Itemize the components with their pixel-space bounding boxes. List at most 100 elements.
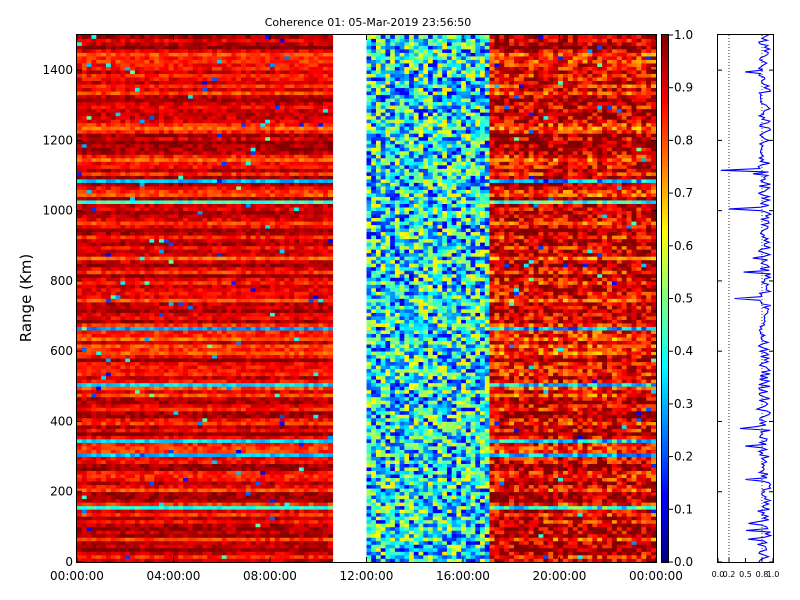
heatmap-cell (134, 396, 141, 401)
heatmap-cell (134, 217, 141, 222)
heatmap-cell (149, 358, 155, 363)
heatmap-cell (202, 193, 208, 197)
heatmap-cell (212, 337, 218, 342)
heatmap-cell (77, 347, 83, 352)
heatmap-cell (125, 179, 131, 183)
heatmap-cell (139, 484, 145, 489)
heatmap-cell (120, 414, 126, 419)
heatmap-cell (110, 389, 116, 394)
heatmap-cell (207, 87, 213, 92)
heatmap-cell (231, 442, 237, 447)
heatmap-cell (120, 245, 126, 250)
heatmap-cell (192, 66, 198, 71)
heatmap-cell (168, 157, 174, 162)
heatmap-cell (110, 294, 116, 299)
heatmap-cell (159, 467, 165, 471)
heatmap-cell (130, 435, 136, 440)
heatmap-cell (144, 98, 150, 103)
heatmap-cell (144, 77, 150, 82)
heatmap-cell (202, 270, 208, 275)
heatmap-cell (149, 154, 155, 159)
heatmap-cell (105, 108, 112, 113)
heatmap-cell (192, 424, 198, 429)
heatmap-cell (183, 305, 189, 310)
heatmap-cell (187, 544, 194, 549)
heatmap-cell (144, 502, 150, 507)
heatmap-cell (207, 164, 213, 169)
heatmap-cell (212, 439, 218, 443)
heatmap-cell (187, 439, 194, 443)
heatmap-cell (221, 280, 227, 285)
heatmap-cell (149, 400, 155, 405)
heatmap-cell (134, 143, 141, 148)
heatmap-cell (125, 193, 131, 197)
heatmap-cell (168, 372, 174, 377)
heatmap-cell (202, 52, 208, 57)
heatmap-cell (197, 505, 203, 510)
heatmap-cell (125, 421, 131, 426)
heatmap-cell (115, 456, 121, 461)
heatmap-cell (173, 42, 179, 46)
heatmap-cell (81, 115, 88, 120)
heatmap-cell (178, 277, 184, 282)
heatmap-cell (192, 396, 198, 401)
heatmap-cell (221, 87, 227, 92)
heatmap-cell (86, 217, 92, 222)
heatmap-cell (183, 186, 189, 190)
heatmap-cell (96, 157, 102, 162)
heatmap-cell (202, 453, 208, 457)
heatmap-cell (115, 389, 121, 394)
heatmap-cell (187, 474, 194, 479)
heatmap-cell (120, 382, 126, 387)
heatmap-cell (139, 509, 145, 514)
heatmap-cell (231, 446, 237, 450)
heatmap-cell (226, 179, 232, 183)
heatmap-cell (159, 140, 165, 145)
heatmap-cell (96, 309, 102, 313)
heatmap-cell (134, 221, 141, 226)
heatmap-cell (183, 228, 189, 233)
heatmap-cell (231, 150, 237, 155)
heatmap-cell (159, 238, 165, 243)
heatmap-cell (139, 207, 145, 212)
heatmap-cell (91, 442, 97, 447)
heatmap-cell (77, 210, 83, 215)
heatmap-cell (183, 474, 189, 479)
heatmap-cell (163, 150, 170, 155)
heatmap-cell (173, 505, 179, 510)
heatmap-cell (226, 108, 232, 113)
heatmap-cell (120, 372, 126, 377)
heatmap-cell (139, 270, 145, 275)
heatmap-cell (125, 365, 131, 370)
heatmap-cell (134, 101, 141, 106)
heatmap-cell (144, 277, 150, 282)
heatmap-cell (105, 502, 112, 507)
heatmap-cell (120, 337, 126, 342)
heatmap-cell (197, 66, 203, 71)
heatmap-cell (96, 52, 102, 57)
heatmap-cell (168, 502, 174, 507)
heatmap-cell (221, 554, 227, 559)
heatmap-cell (144, 470, 150, 475)
heatmap-cell (144, 52, 150, 57)
heatmap-cell (139, 196, 145, 201)
heatmap-cell (183, 530, 189, 535)
heatmap-cell (77, 361, 83, 366)
heatmap-cell (77, 537, 83, 542)
heatmap-cell (192, 410, 198, 415)
heatmap-cell (101, 263, 107, 268)
heatmap-cell (187, 344, 194, 349)
heatmap-cell (159, 133, 165, 138)
heatmap-cell (115, 410, 121, 415)
heatmap-cell (144, 396, 150, 401)
heatmap-cell (163, 210, 170, 215)
heatmap-cell (212, 386, 218, 391)
heatmap-cell (91, 164, 97, 169)
heatmap-cell (101, 80, 107, 85)
heatmap-cell (134, 502, 141, 507)
heatmap-cell (192, 347, 198, 352)
heatmap-cell (105, 484, 112, 489)
heatmap-cell (96, 502, 102, 507)
heatmap-cell (130, 379, 136, 384)
heatmap-cell (149, 460, 155, 464)
